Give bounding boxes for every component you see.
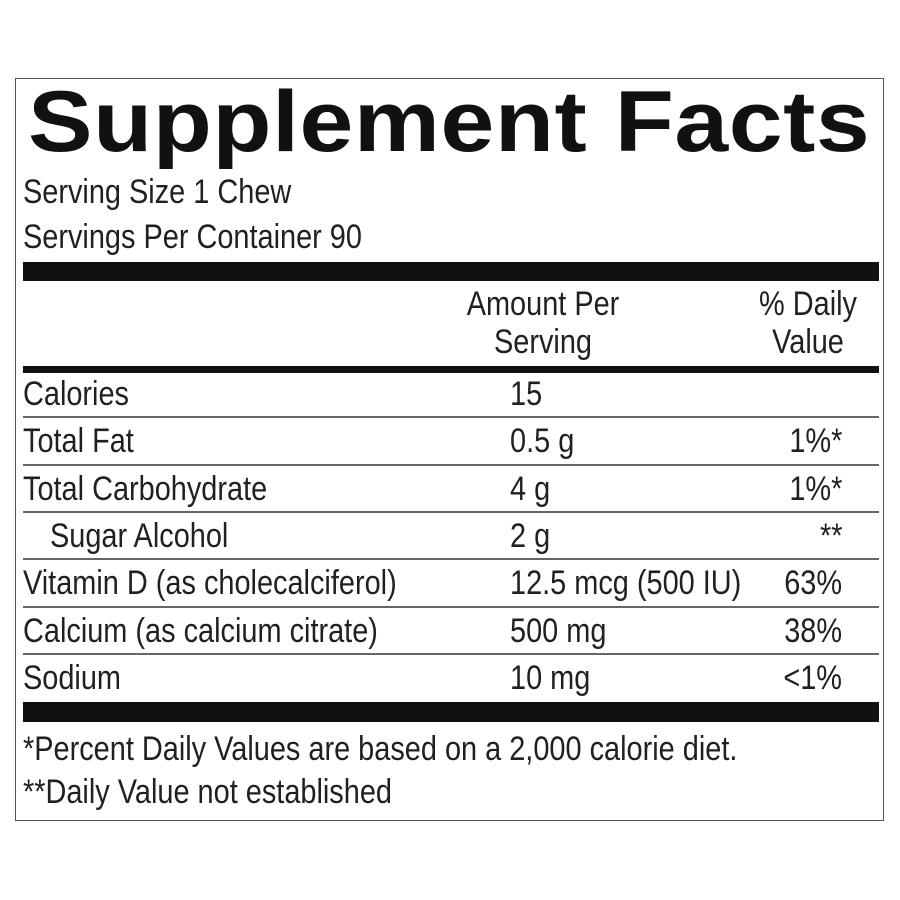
header-dv-line1: % Daily bbox=[759, 285, 857, 323]
thick-divider-bottom bbox=[23, 702, 879, 722]
header-dv-line2: Value bbox=[772, 323, 844, 361]
nutrient-amount: 4 g bbox=[510, 469, 551, 508]
nutrient-daily-value: ** bbox=[819, 516, 842, 555]
row-divider bbox=[23, 416, 879, 418]
nutrient-amount: 15 bbox=[510, 375, 543, 413]
header-amount-line1: Amount Per bbox=[466, 285, 620, 323]
nutrient-amount: 10 mg bbox=[510, 658, 591, 697]
nutrient-name: Calories bbox=[23, 375, 130, 413]
nutrient-daily-value: 1%* bbox=[788, 469, 842, 508]
footnote-dv: *Percent Daily Values are based on a 2,0… bbox=[23, 730, 738, 768]
nutrient-name: Sugar Alcohol bbox=[50, 516, 229, 555]
nutrient-daily-value: <1% bbox=[783, 658, 842, 697]
medium-divider bbox=[23, 366, 879, 373]
nutrient-name: Sodium bbox=[23, 658, 121, 697]
row-divider bbox=[23, 464, 879, 466]
nutrient-daily-value: 38% bbox=[784, 611, 842, 650]
nutrient-amount: 0.5 g bbox=[510, 422, 575, 461]
footnote-not-established: **Daily Value not established bbox=[23, 773, 392, 811]
panel-title: Supplement Facts bbox=[28, 74, 871, 170]
row-divider bbox=[23, 606, 879, 608]
nutrient-daily-value: 63% bbox=[784, 564, 842, 603]
supplement-facts-panel bbox=[15, 78, 884, 821]
row-divider bbox=[23, 511, 879, 513]
row-divider bbox=[23, 558, 879, 560]
thick-divider bbox=[23, 262, 879, 281]
header-amount-line2: Serving bbox=[494, 323, 592, 361]
serving-size: Serving Size 1 Chew bbox=[23, 173, 292, 211]
nutrient-amount: 2 g bbox=[510, 516, 551, 555]
servings-per-container: Servings Per Container 90 bbox=[23, 218, 362, 256]
nutrient-amount: 500 mg bbox=[510, 611, 607, 650]
nutrient-daily-value: 1%* bbox=[788, 422, 842, 461]
nutrient-amount: 12.5 mcg (500 IU) bbox=[510, 564, 742, 603]
nutrient-name: Total Carbohydrate bbox=[23, 469, 268, 508]
nutrient-name: Vitamin D (as cholecalciferol) bbox=[23, 564, 397, 603]
nutrient-name: Calcium (as calcium citrate) bbox=[23, 611, 378, 650]
row-divider bbox=[23, 653, 879, 655]
nutrient-name: Total Fat bbox=[23, 422, 134, 461]
